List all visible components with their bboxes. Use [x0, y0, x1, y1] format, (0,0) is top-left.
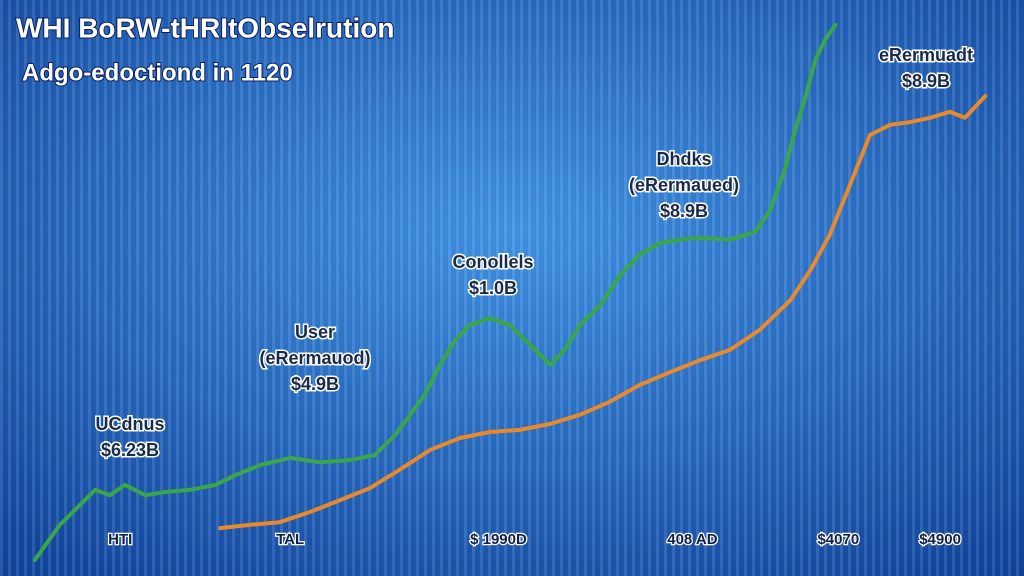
annotation: eRermuadt — [879, 45, 973, 65]
annotation: Conollels — [452, 252, 533, 272]
series-line — [32, 22, 838, 562]
x-tick-label: $4900 — [919, 531, 961, 548]
annotation: $1.0B — [469, 278, 517, 298]
series-line — [218, 94, 988, 531]
annotation: User — [295, 322, 335, 342]
annotation: UCdnus — [96, 414, 165, 434]
x-tick-label: $4070 — [817, 531, 859, 548]
annotation: $8.9B — [902, 71, 950, 91]
annotation: $8.9B — [660, 201, 708, 221]
annotation: $4.9B — [291, 374, 339, 394]
annotation: $6.23B — [101, 440, 159, 460]
x-tick-label: 408 AD — [667, 531, 717, 548]
x-tick-label: TAL — [276, 531, 304, 548]
annotation: (eRermaued) — [629, 175, 739, 195]
annotation: (eRermauod) — [259, 348, 370, 368]
chart-subtitle: Adgo-edoctiond in 1120 — [22, 59, 293, 86]
chart-title: WHI BoRW-tHRItObselrution — [16, 12, 394, 43]
x-tick-label: HTI — [108, 531, 132, 548]
annotation: Dhdks — [656, 149, 711, 169]
x-tick-label: $ 1990D — [470, 531, 527, 548]
